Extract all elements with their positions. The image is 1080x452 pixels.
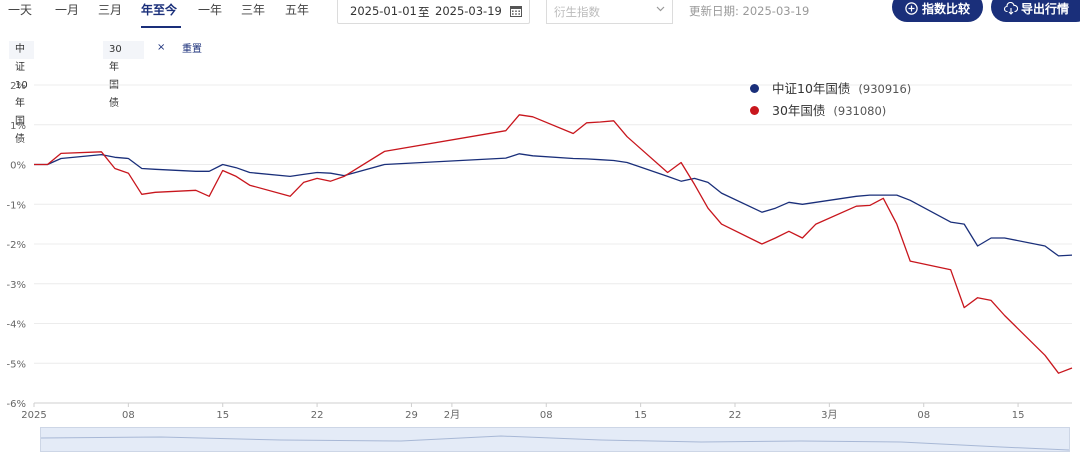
update-date: 更新日期: 2025-03-19 [689, 4, 810, 18]
legend-dot-10y [750, 84, 759, 93]
x-tick-label: 15 [1012, 410, 1025, 421]
range-tab-3m[interactable]: 三月 [98, 3, 123, 17]
navigator-sparkline [40, 435, 1070, 451]
x-axis-labels: 2025 08 15 22 29 2月 08 15 22 3月 08 15 [21, 403, 1024, 421]
x-tick-label: 08 [917, 410, 930, 421]
cloud-download-icon [1004, 2, 1018, 15]
x-tick-label: 08 [540, 410, 553, 421]
export-quotes-button[interactable]: 导出行情 [991, 0, 1080, 22]
chart-legend: 中证10年国债 (930916) 30年国债 (931080) [744, 78, 911, 122]
x-tick-label: 22 [311, 410, 324, 421]
y-axis-labels: 2% 1% 0% -1% -2% -3% -4% -5% -6% [7, 81, 26, 410]
x-tick-label: 2025 [21, 410, 46, 421]
legend-label-30y: 30年国债 [772, 103, 826, 118]
series-lines [34, 114, 1073, 374]
legend-label-10y: 中证10年国债 [772, 81, 851, 96]
x-tick-label: 3月 [821, 409, 837, 421]
range-tab-1d[interactable]: 一天 [8, 3, 33, 17]
chevron-down-icon [656, 6, 665, 12]
index-compare-label: 指数比较 [922, 2, 971, 16]
x-tick-label: 22 [729, 410, 742, 421]
x-tick-label: 29 [405, 410, 418, 421]
legend-item-10y[interactable]: 中证10年国债 (930916) [744, 78, 911, 100]
export-quotes-label: 导出行情 [1021, 2, 1070, 16]
y-tick-label: 2% [10, 81, 26, 92]
y-tick-label: -2% [7, 240, 26, 251]
date-start[interactable]: 2025-01-01 [350, 4, 417, 18]
x-tick-label: 15 [216, 410, 229, 421]
range-tab-3y[interactable]: 三年 [241, 3, 266, 17]
grid-lines [34, 84, 1072, 404]
legend-dot-30y [750, 106, 759, 115]
plus-circle-icon [905, 2, 918, 15]
legend-code-30y: (931080) [833, 104, 887, 118]
series-line-30y-bond[interactable] [34, 114, 1073, 374]
y-tick-label: 0% [10, 161, 26, 172]
derived-index-placeholder: 衍生指数 [554, 5, 600, 19]
range-tab-1m[interactable]: 一月 [55, 3, 80, 17]
x-tick-label: 15 [634, 410, 647, 421]
chip-index-1[interactable]: 中证10年国债 [9, 41, 34, 145]
series-line-10y-bond[interactable] [34, 153, 1073, 257]
calendar-icon[interactable] [510, 5, 522, 17]
active-range-indicator [141, 26, 181, 28]
chip-index-2[interactable]: 30年国债 [103, 41, 144, 109]
y-tick-label: -5% [7, 359, 26, 370]
range-tab-ytd[interactable]: 年至今 [141, 3, 178, 17]
y-tick-label: 1% [10, 121, 26, 132]
derived-index-select[interactable]: 衍生指数 [546, 0, 673, 24]
range-navigator[interactable] [40, 427, 1070, 452]
performance-line-chart[interactable]: 2% 1% 0% -1% -2% -3% -4% -5% -6% 2025 08 15 22 29 2月 0… [0, 70, 1080, 422]
legend-item-30y[interactable]: 30年国债 (931080) [744, 100, 911, 122]
range-tab-1y[interactable]: 一年 [198, 3, 223, 17]
y-tick-label: -1% [7, 200, 26, 211]
chip-close-icon[interactable]: × [157, 42, 166, 53]
y-tick-label: -4% [7, 320, 26, 331]
legend-code-10y: (930916) [858, 82, 912, 96]
reset-link[interactable]: 重置 [182, 44, 202, 55]
range-tab-5y[interactable]: 五年 [285, 3, 310, 17]
date-separator: 至 [418, 5, 430, 19]
x-tick-label: 2月 [444, 409, 460, 421]
date-end[interactable]: 2025-03-19 [435, 4, 502, 18]
y-tick-label: -3% [7, 280, 26, 291]
y-tick-label: -6% [7, 399, 26, 410]
x-tick-label: 08 [122, 410, 135, 421]
date-range-picker[interactable]: 2025-01-01 至 2025-03-19 [337, 0, 530, 24]
index-compare-button[interactable]: 指数比较 [892, 0, 983, 22]
top-toolbar: 一天 一月 三月 年至今 一年 三年 五年 2025-01-01 至 2025-… [0, 0, 1080, 34]
